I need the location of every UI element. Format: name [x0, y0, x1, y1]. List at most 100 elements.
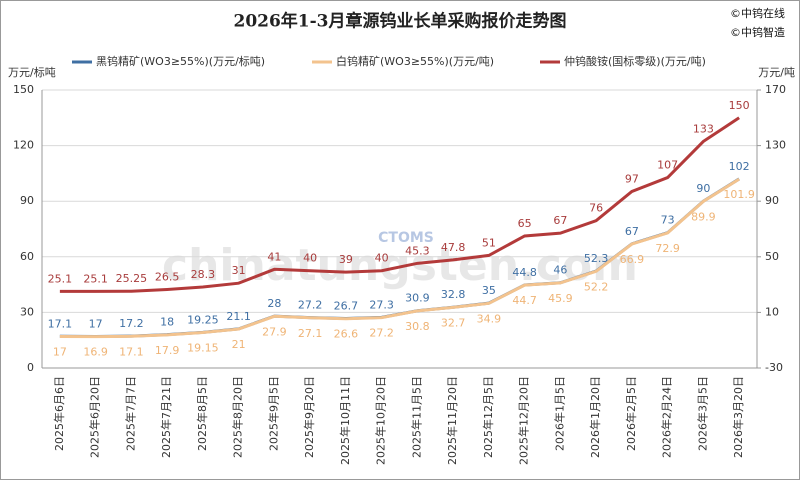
y-tick-label: 30 [20, 305, 34, 318]
data-label: 19.25 [187, 313, 219, 326]
x-tick-label: 2026年2月24日 [660, 376, 674, 458]
y2-tick-label: -30 [765, 361, 783, 374]
x-tick-label: 2025年8月20日 [231, 376, 245, 458]
data-label: 44.7 [512, 294, 537, 307]
y2-tick-label: 130 [765, 139, 786, 152]
data-label: 27.1 [298, 327, 323, 340]
y2-axis-label: 万元/吨 [758, 66, 795, 79]
data-label: 26.6 [334, 328, 359, 341]
data-label: 52.3 [584, 252, 609, 265]
data-label: 65 [518, 217, 532, 230]
y2-tick-label: 10 [765, 305, 779, 318]
data-label: 76 [589, 202, 603, 215]
data-label: 31 [232, 264, 246, 277]
legend-label: 黑钨精矿(WO3≥55%)(万元/标吨) [96, 54, 265, 68]
data-label: 97 [625, 172, 639, 185]
line [59, 116, 740, 293]
data-label: 45.9 [548, 292, 573, 305]
y-tick-label: 60 [20, 250, 34, 263]
x-tick-label: 2026年2月5日 [624, 376, 638, 451]
legend-label: 白钨精矿(WO3≥55%)(万元/吨) [336, 54, 494, 68]
y-axis-label: 万元/标吨 [8, 65, 56, 79]
data-label: 133 [693, 122, 714, 135]
data-label: 16.9 [83, 346, 108, 359]
credit: ©中钨在线 [730, 6, 785, 20]
x-tick-label: 2025年10月20日 [374, 376, 388, 465]
data-label: 17.1 [119, 345, 144, 358]
data-label: 17 [53, 345, 67, 358]
data-label: 30.9 [405, 292, 430, 305]
data-label: 17 [89, 317, 103, 330]
x-tick-label: 2025年12月20日 [517, 376, 531, 465]
data-label: 27.2 [369, 327, 394, 340]
data-label: 89.9 [691, 210, 716, 223]
credit: ©中钨智造 [730, 25, 785, 39]
data-label: 18 [160, 316, 174, 329]
data-label: 32.7 [441, 316, 466, 329]
data-label: 25.1 [83, 272, 108, 285]
x-tick-label: 2025年9月5日 [266, 376, 280, 451]
y2-tick-label: 90 [765, 194, 779, 207]
data-label: 27.2 [298, 299, 323, 312]
data-label: 41 [267, 250, 281, 263]
data-label: 35 [482, 284, 496, 297]
y-tick-label: 150 [13, 83, 34, 96]
data-label: 21.1 [226, 310, 251, 323]
data-label: 72.9 [655, 242, 680, 255]
data-label: 66.9 [620, 253, 645, 266]
x-tick-label: 2026年3月20日 [731, 376, 745, 458]
data-label: 40 [375, 252, 389, 265]
x-tick-label: 2025年12月5日 [481, 376, 495, 458]
legend-label: 仲钨酸铵(国标零级)(万元/吨) [564, 54, 706, 68]
data-label: 32.8 [441, 288, 466, 301]
data-label: 45.3 [405, 244, 430, 257]
data-label: 67 [553, 214, 567, 227]
data-label: 19.15 [187, 342, 219, 355]
data-label: 26.5 [155, 270, 180, 283]
x-tick-label: 2026年3月5日 [695, 376, 709, 451]
y2-tick-label: 170 [765, 83, 786, 96]
watermark-logo: CTOMS [378, 230, 434, 246]
data-label: 101.9 [723, 188, 755, 201]
data-label: 51 [482, 236, 496, 249]
x-tick-label: 2025年8月5日 [195, 376, 209, 451]
line [59, 177, 740, 339]
x-tick-label: 2025年11月20日 [445, 376, 459, 465]
data-label: 25.1 [48, 272, 73, 285]
data-label: 17.2 [119, 317, 144, 330]
data-label: 34.9 [477, 312, 502, 325]
data-label: 17.9 [155, 344, 180, 357]
data-label: 27.9 [262, 325, 287, 338]
x-tick-label: 2025年10月11日 [338, 376, 352, 465]
x-tick-label: 2025年7月7日 [123, 376, 137, 451]
data-label: 25.25 [116, 272, 148, 285]
data-label: 17.1 [48, 317, 73, 330]
data-label: 90 [696, 182, 710, 195]
data-label: 52.2 [584, 280, 609, 293]
chart-title: 2026年1-3月章源钨业长单采购报价走势图 [233, 11, 566, 32]
x-tick-label: 2025年6月20日 [88, 376, 102, 458]
data-label: 28.3 [191, 268, 216, 281]
data-label: 26.7 [334, 300, 359, 313]
x-tick-label: 2025年9月20日 [302, 376, 316, 458]
data-label: 102 [729, 160, 750, 173]
y2-tick-label: 50 [765, 250, 779, 263]
data-label: 46 [553, 264, 567, 277]
data-label: 73 [661, 214, 675, 227]
data-label: 27.3 [369, 298, 394, 311]
y-tick-label: 120 [13, 139, 34, 152]
x-tick-label: 2025年6月6日 [52, 376, 66, 451]
x-tick-label: 2026年1月5日 [552, 376, 566, 451]
data-label: 40 [303, 252, 317, 265]
y-tick-label: 0 [27, 361, 34, 374]
data-label: 28 [267, 297, 281, 310]
data-label: 107 [657, 159, 678, 172]
data-label: 30.8 [405, 320, 430, 333]
data-label: 21 [232, 338, 246, 351]
x-tick-label: 2025年7月21日 [159, 376, 173, 458]
data-label: 67 [625, 225, 639, 238]
data-label: 39 [339, 253, 353, 266]
data-label: 150 [729, 99, 750, 112]
